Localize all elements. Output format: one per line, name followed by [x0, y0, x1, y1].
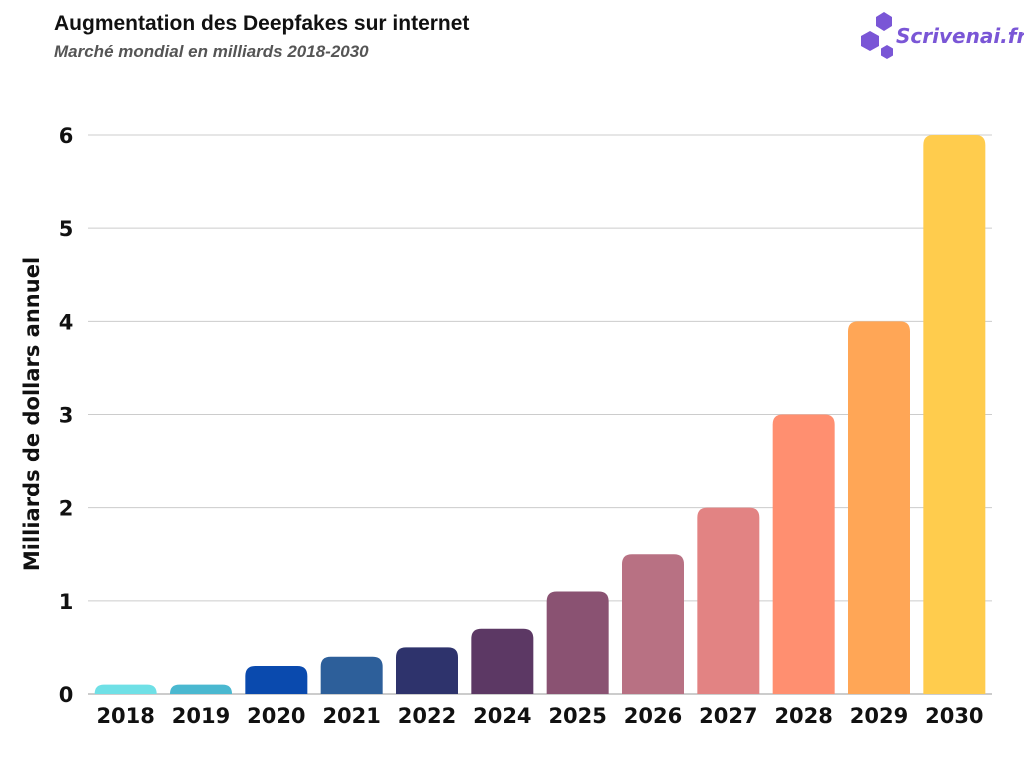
x-tick-label: 2021 — [322, 704, 380, 728]
x-tick-label: 2020 — [247, 704, 305, 728]
chart-title: Augmentation des Deepfakes sur internet — [54, 12, 470, 35]
x-tick-label: 2027 — [699, 704, 757, 728]
y-tick-label: 0 — [59, 683, 74, 707]
bar-2027 — [697, 507, 760, 694]
bar-2024 — [471, 628, 534, 694]
bar-2022 — [396, 647, 458, 694]
bar-2025 — [546, 591, 609, 694]
x-tick-label: 2029 — [850, 704, 908, 728]
bar-2020 — [245, 666, 308, 694]
bar-2021 — [320, 656, 383, 694]
x-tick-label: 2028 — [774, 704, 832, 728]
x-tick-label: 2026 — [624, 704, 682, 728]
y-tick-label: 3 — [59, 404, 74, 428]
logo-text: Scrivenai.fr — [896, 24, 1024, 48]
y-tick-label: 6 — [59, 124, 74, 148]
x-tick-label: 2019 — [172, 704, 230, 728]
bar-2019 — [170, 684, 232, 694]
bar-2018 — [94, 684, 157, 694]
x-tick-label: 2025 — [548, 704, 606, 728]
x-tick-label: 2024 — [473, 704, 531, 728]
bar-2028 — [772, 414, 835, 694]
brand-logo: Scrivenai.fr — [858, 12, 1024, 64]
x-tick-label: 2022 — [398, 704, 456, 728]
x-tick-label: 2030 — [925, 704, 983, 728]
x-tick-label: 2018 — [96, 704, 154, 728]
y-tick-label: 5 — [59, 217, 74, 241]
bar-2026 — [622, 554, 684, 694]
y-tick-label: 2 — [59, 497, 74, 521]
y-tick-label: 4 — [59, 310, 74, 334]
hexagons-icon — [861, 12, 893, 59]
bar-2030 — [923, 135, 986, 694]
chart-subtitle: Marché mondial en milliards 2018-2030 — [54, 42, 369, 61]
bar-2029 — [848, 321, 910, 694]
y-tick-label: 1 — [59, 590, 74, 614]
